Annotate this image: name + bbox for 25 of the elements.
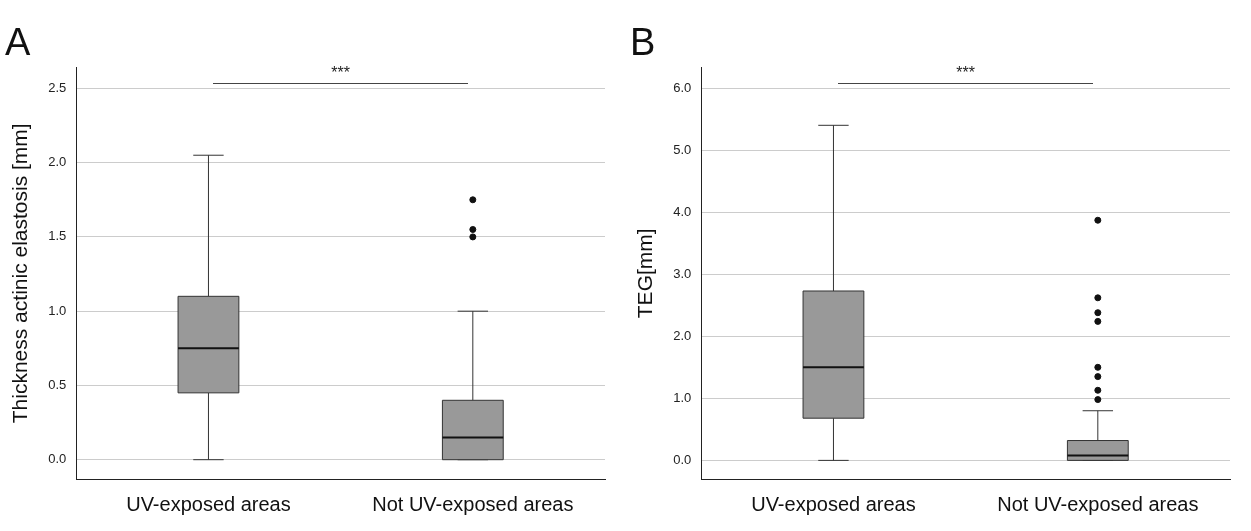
y-axis-title: Thickness actinic elastosis [mm] (8, 123, 32, 424)
y-tick-label: 0.0 (48, 451, 67, 467)
x-tick-label: Not UV-exposed areas (372, 492, 574, 515)
significance-bracket: *** (838, 63, 1093, 84)
y-tick-label: 1.0 (673, 389, 692, 405)
y-tick-label: 6.0 (673, 79, 692, 95)
chart-title: A (5, 21, 31, 64)
y-tick-label: 5.0 (673, 141, 692, 157)
y-tick-label: 2.0 (48, 154, 67, 170)
y-tick-label: 1.0 (48, 302, 67, 318)
y-tick-label: 2.5 (48, 79, 67, 95)
x-tick-label: UV-exposed areas (751, 492, 916, 515)
annotation: *** (331, 63, 350, 81)
y-tick-label: 2.0 (673, 327, 692, 343)
x-tick-label: UV-exposed areas (126, 492, 291, 515)
y-tick-label: 1.5 (48, 228, 67, 244)
y-tick-label: 0.0 (673, 451, 692, 467)
y-tick-label: 0.5 (48, 377, 67, 393)
x-tick-label: Not UV-exposed areas (997, 492, 1199, 515)
y-tick-label: 3.0 (673, 265, 692, 281)
y-axis-title: TEG[mm] (633, 228, 657, 319)
y-tick-label: 4.0 (673, 203, 692, 219)
significance-bracket: *** (213, 63, 468, 84)
chart-title: B (630, 21, 656, 64)
annotation: *** (956, 63, 975, 81)
